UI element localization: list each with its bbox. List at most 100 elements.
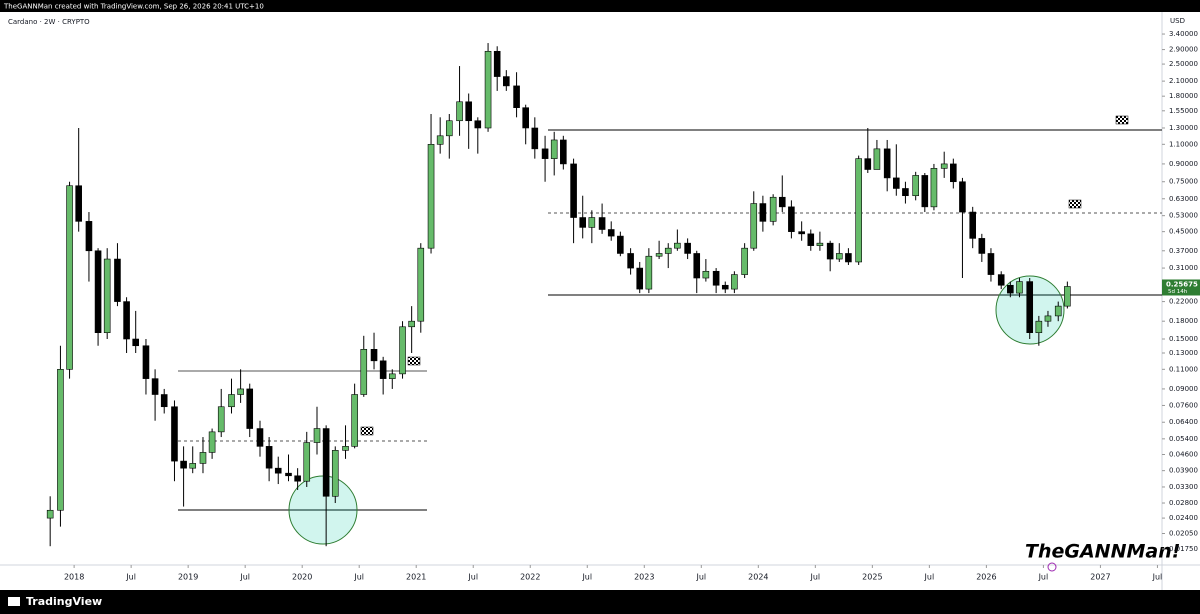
- candle-body: [835, 253, 843, 260]
- candle-body: [560, 139, 567, 165]
- candle-body: [66, 185, 73, 370]
- x-tick-label: Jul: [125, 573, 136, 582]
- replay-icon: [1047, 562, 1057, 572]
- candle-body: [950, 163, 957, 183]
- candle-body: [132, 338, 139, 347]
- drawings: [178, 129, 1162, 511]
- candle-body: [645, 255, 653, 290]
- x-tick-label: Jul: [810, 573, 821, 582]
- candle-body: [351, 394, 358, 447]
- candle-body: [1026, 281, 1034, 334]
- candle-body: [142, 345, 150, 379]
- x-tick-label: 2021: [406, 573, 426, 582]
- x-tick-label: 2018: [64, 573, 84, 582]
- candle-body: [246, 388, 254, 429]
- y-tick-label: 2.50000: [1169, 60, 1198, 68]
- candle-body: [456, 101, 463, 122]
- flags: [360, 115, 1129, 436]
- x-tick-label: Jul: [695, 573, 706, 582]
- candle-body: [627, 253, 634, 269]
- candle-body: [522, 107, 529, 129]
- candle-body: [160, 394, 168, 408]
- candle-body: [731, 274, 738, 290]
- last-price-tag: [1162, 279, 1200, 296]
- candle-body: [845, 253, 852, 263]
- candle-body: [1064, 286, 1071, 307]
- candle-body: [331, 450, 339, 497]
- last-price-label: 0.25675: [1166, 280, 1198, 288]
- candle-body: [655, 253, 663, 257]
- target-flag: [1115, 115, 1129, 125]
- y-tick-label: 0.75000: [1169, 178, 1198, 186]
- header-bar: [0, 0, 1200, 12]
- candle-body: [123, 301, 130, 340]
- currency-label: USD: [1170, 17, 1185, 25]
- x-tick-label: Jul: [239, 573, 250, 582]
- y-tick-label: 0.07600: [1169, 401, 1198, 409]
- candle-body: [987, 253, 995, 275]
- y-tick-label: 0.45000: [1169, 228, 1198, 236]
- candle-body: [388, 373, 396, 379]
- x-tick-label: 2023: [634, 573, 654, 582]
- y-tick-label: 0.03300: [1169, 483, 1198, 491]
- y-tick-label: 0.02050: [1169, 529, 1198, 537]
- candle-body: [864, 158, 872, 170]
- candle-body: [816, 242, 824, 246]
- candle-body: [930, 168, 938, 208]
- candle-body: [902, 188, 909, 197]
- candle-body: [759, 203, 767, 222]
- candle-body: [769, 196, 777, 222]
- candle-body: [997, 274, 1005, 286]
- y-tick-label: 0.15000: [1169, 335, 1198, 343]
- candle-body: [399, 326, 406, 375]
- candle-body: [285, 472, 292, 477]
- candle-body: [342, 446, 349, 451]
- candle-body: [313, 428, 321, 443]
- candle-body: [199, 452, 207, 464]
- candle-body: [94, 250, 102, 334]
- candle-body: [617, 235, 624, 254]
- candle-body: [294, 475, 301, 482]
- candle-body: [893, 177, 900, 189]
- candle-body: [465, 101, 472, 122]
- candle-body: [171, 406, 178, 462]
- y-tick-label: 0.01750: [1169, 545, 1198, 553]
- candle-body: [1044, 315, 1052, 322]
- candle-body: [237, 388, 244, 395]
- candle-body: [712, 270, 720, 286]
- candle-body: [189, 463, 197, 469]
- candle-body: [1007, 284, 1014, 294]
- candle-body: [180, 460, 187, 469]
- candle-body: [427, 144, 435, 249]
- candle-body: [274, 467, 282, 474]
- candle-body: [513, 85, 520, 108]
- candle-body: [360, 349, 368, 395]
- candle-body: [664, 247, 672, 254]
- watermark: TheGANNMan!: [1025, 541, 1180, 563]
- x-tick-label: Jul: [353, 573, 364, 582]
- candle-body: [607, 229, 615, 237]
- x-tick-label: Jul: [1038, 573, 1049, 582]
- candle-body: [788, 206, 795, 232]
- candle-body: [550, 139, 558, 159]
- x-tick-label: 2024: [748, 573, 768, 582]
- x-tick-label: Jul: [924, 573, 935, 582]
- candle-body: [741, 247, 748, 275]
- y-tick-label: 0.53000: [1169, 212, 1198, 220]
- candle-body: [531, 127, 539, 150]
- y-tick-label: 0.22000: [1169, 298, 1198, 306]
- y-tick-label: 1.55000: [1169, 107, 1198, 115]
- y-tick-label: 2.10000: [1169, 77, 1198, 85]
- candle-body: [85, 221, 93, 252]
- x-tick-label: 2027: [1090, 573, 1110, 582]
- y-tick-label: 0.31000: [1169, 264, 1198, 272]
- candle-body: [256, 428, 264, 447]
- footer-brand: TradingView: [26, 595, 102, 608]
- x-tick-label: Jul: [581, 573, 592, 582]
- candle-body: [541, 148, 549, 159]
- candle-body: [436, 135, 444, 145]
- y-tick-label: 0.05400: [1169, 435, 1198, 443]
- candle-body: [46, 509, 54, 519]
- footer-bar: [0, 590, 1200, 614]
